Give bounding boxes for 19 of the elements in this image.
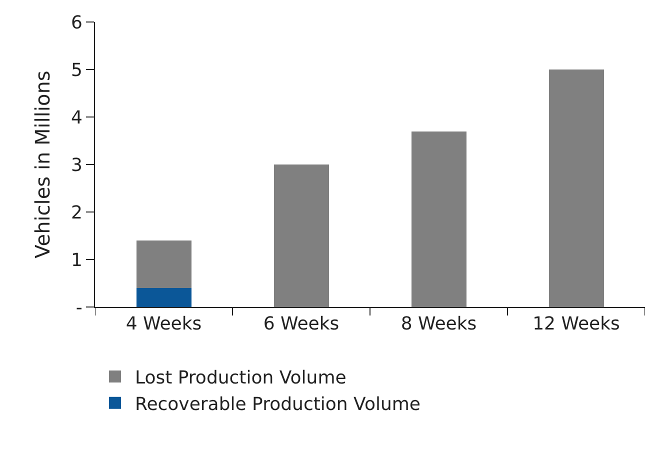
bar bbox=[548, 70, 604, 307]
x-tick-label: 4 Weeks bbox=[126, 314, 202, 335]
y-tick-label: - bbox=[76, 297, 82, 318]
x-tick-label: 12 Weeks bbox=[532, 314, 620, 335]
y-tick-label: 4 bbox=[70, 107, 82, 128]
bar bbox=[136, 240, 192, 288]
y-tick-label: 1 bbox=[70, 250, 82, 271]
y-tick-label: 6 bbox=[70, 12, 82, 34]
y-tick-label: 5 bbox=[70, 60, 82, 81]
bar bbox=[274, 164, 329, 307]
y-axis-title: Vehicles in Millions bbox=[30, 70, 54, 258]
x-tick-label: 6 Weeks bbox=[263, 314, 340, 335]
x-tick-label: 8 Weeks bbox=[400, 314, 477, 335]
legend-label: Lost Production Volume bbox=[135, 368, 346, 389]
legend-label: Recoverable Production Volume bbox=[135, 394, 420, 415]
y-tick-label: 2 bbox=[70, 202, 82, 224]
bar bbox=[136, 288, 192, 307]
y-tick-label: 3 bbox=[70, 154, 82, 176]
bar bbox=[411, 131, 466, 307]
